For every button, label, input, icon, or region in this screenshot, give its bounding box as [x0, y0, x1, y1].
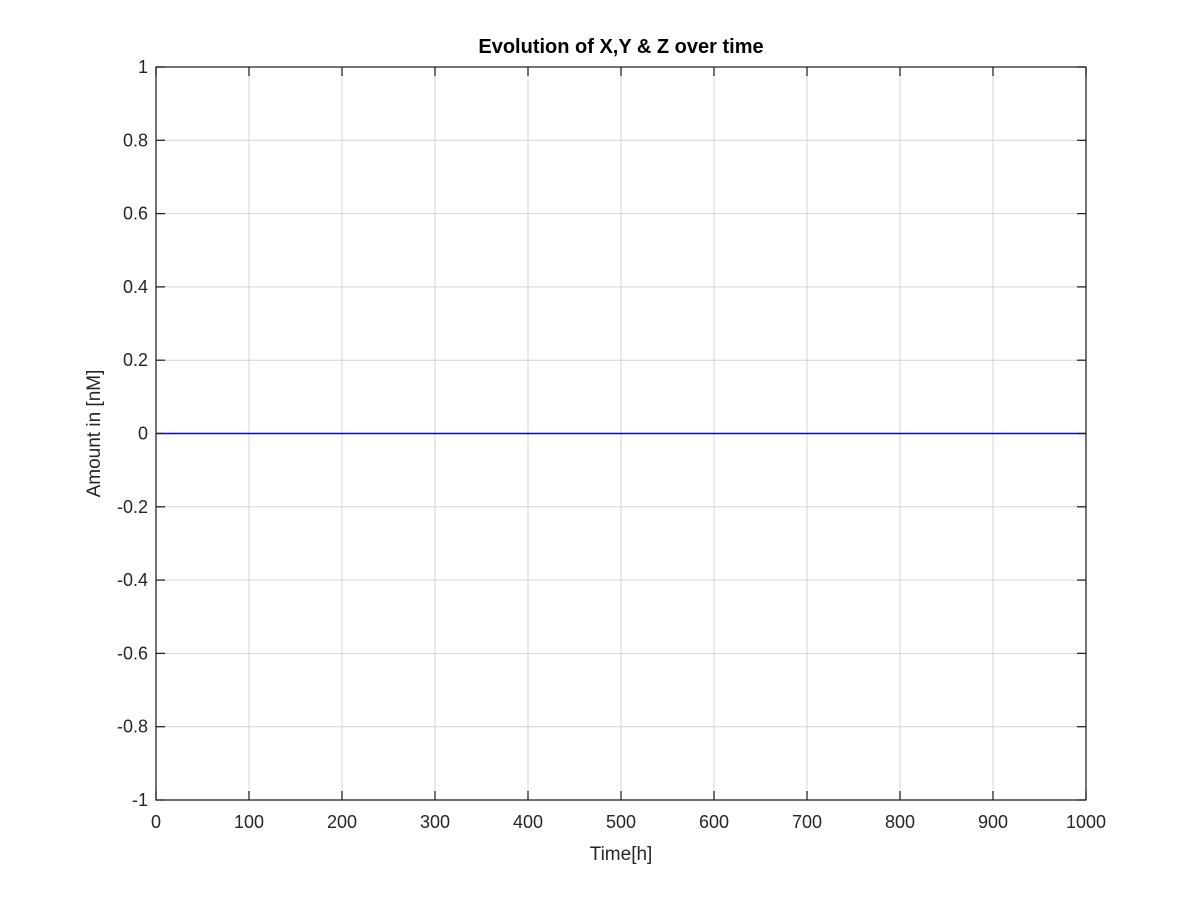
x-tick-label: 500 — [606, 812, 636, 832]
x-tick-label: 400 — [513, 812, 543, 832]
x-tick-label: 900 — [978, 812, 1008, 832]
tick-labels: 0 100 200 300 400 500 600 700 800 900 1000 -1 -0.8 -0… — [117, 57, 1106, 832]
x-tick-label: 1000 — [1066, 812, 1106, 832]
y-tick-label: -1 — [132, 790, 148, 810]
x-tick-label: 300 — [420, 812, 450, 832]
x-tick-label: 800 — [885, 812, 915, 832]
y-tick-label: -0.6 — [117, 643, 148, 663]
y-axis-label: Amount in [nM] — [84, 370, 105, 498]
y-tick-label: 0.8 — [123, 130, 148, 150]
tick-marks — [155, 66, 1087, 801]
y-tick-label: 0.6 — [123, 204, 148, 224]
y-tick-label: 0 — [138, 424, 148, 444]
y-tick-label: 0.2 — [123, 350, 148, 370]
x-tick-label: 600 — [699, 812, 729, 832]
chart-title: Evolution of X,Y & Z over time — [478, 36, 763, 58]
x-tick-label: 100 — [234, 812, 264, 832]
x-axis-label: Time[h] — [590, 844, 653, 865]
x-tick-label: 700 — [792, 812, 822, 832]
y-tick-label: 0.4 — [123, 277, 148, 297]
y-tick-label: -0.4 — [117, 570, 148, 590]
x-tick-label: 0 — [151, 812, 161, 832]
x-tick-label: 200 — [327, 812, 357, 832]
y-tick-label: 1 — [138, 57, 148, 77]
y-tick-label: -0.8 — [117, 717, 148, 737]
y-tick-label: -0.2 — [117, 497, 148, 517]
